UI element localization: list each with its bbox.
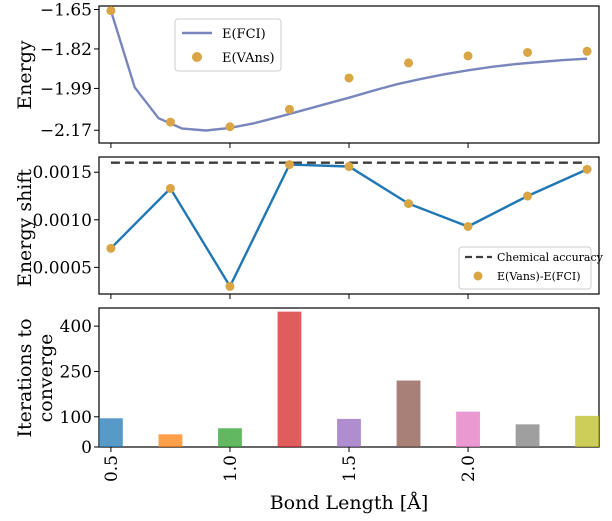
vans-point <box>404 58 414 68</box>
vans-point <box>165 117 175 127</box>
legend-shift-label: E(Vans)-E(FCI) <box>497 270 581 283</box>
legend-fci-label: E(FCI) <box>222 27 266 42</box>
y-tick-label: −2.17 <box>40 121 92 141</box>
panel-iterations: 0 100 250 400 0.5 1.0 1.5 2.0 Iterations to co… <box>14 307 600 514</box>
iterations-y-label-line2: converge <box>35 334 57 423</box>
shift-y-ticks: 0.0005 0.0010 0.0015 <box>33 163 99 278</box>
energy-legend: E(FCI) E(VAns) <box>174 18 282 72</box>
shift-point <box>344 162 354 172</box>
x-tick-label: 2.0 <box>459 455 479 482</box>
shift-points <box>106 160 592 291</box>
y-tick-label: −1.99 <box>40 79 92 99</box>
legend-vans-label: E(VAns) <box>222 51 275 66</box>
iterations-bars <box>99 311 599 447</box>
iterations-bar <box>218 428 242 447</box>
shift-y-label: Energy shift <box>14 169 36 287</box>
iterations-y-ticks: 0 100 250 400 <box>60 317 99 458</box>
shift-point <box>404 199 414 209</box>
y-tick-label: 250 <box>60 362 92 382</box>
legend-shift-swatch <box>473 271 483 281</box>
shift-point <box>463 221 473 231</box>
vans-point <box>284 104 294 114</box>
y-tick-label: 100 <box>60 408 92 428</box>
y-tick-label: 0.0015 <box>33 163 92 183</box>
vans-energy-points <box>106 6 592 132</box>
x-axis-label: Bond Length [Å] <box>270 492 429 514</box>
iterations-y-label-line1: Iterations to <box>14 318 36 437</box>
energy-x-ticks <box>110 143 469 148</box>
x-tick-label: 1.0 <box>221 455 241 482</box>
shift-x-ticks <box>110 294 469 299</box>
shift-point <box>582 164 592 174</box>
y-tick-label: −1.82 <box>40 40 92 60</box>
iterations-x-ticks: 0.5 1.0 1.5 2.0 <box>102 447 479 482</box>
iterations-bar <box>575 415 599 447</box>
shift-point <box>523 191 533 201</box>
panel-energy-shift: 0.0005 0.0010 0.0015 Energy shift Chemical… <box>14 156 604 299</box>
iterations-bar <box>456 411 480 447</box>
iterations-bar <box>337 418 361 447</box>
vans-point <box>106 6 116 16</box>
y-tick-label: 0.0010 <box>33 211 92 231</box>
iterations-bar <box>396 380 421 447</box>
y-tick-label: 0.0005 <box>33 258 92 278</box>
shift-point <box>225 281 235 291</box>
iterations-bar <box>515 424 540 447</box>
energy-y-label: Energy <box>14 40 36 110</box>
vans-point <box>344 73 354 83</box>
y-tick-label: 0 <box>81 438 92 458</box>
energy-y-ticks: −1.65 −1.82 −1.99 −2.17 <box>40 0 99 141</box>
vans-point <box>523 47 533 57</box>
y-tick-label: −1.65 <box>40 0 92 20</box>
x-tick-label: 0.5 <box>102 455 122 482</box>
x-tick-label: 1.5 <box>340 455 360 482</box>
y-tick-label: 400 <box>60 317 92 337</box>
iterations-bar <box>99 418 123 447</box>
vans-point <box>225 122 235 132</box>
panel-energy: −1.65 −1.82 −1.99 −2.17 Energy E(FCI) E(VAn… <box>14 0 600 148</box>
shift-point <box>106 243 116 253</box>
shift-legend: Chemical accuracy E(Vans)-E(FCI) <box>458 246 604 290</box>
fci-energy-curve <box>109 10 588 132</box>
vans-point <box>463 51 473 61</box>
iterations-bar <box>277 311 302 447</box>
shift-point <box>284 160 294 170</box>
legend-chemical-accuracy-label: Chemical accuracy <box>497 251 604 264</box>
shift-point <box>165 183 175 193</box>
vans-point <box>582 46 592 56</box>
legend-vans-swatch <box>192 52 202 62</box>
iterations-bar <box>158 434 183 447</box>
